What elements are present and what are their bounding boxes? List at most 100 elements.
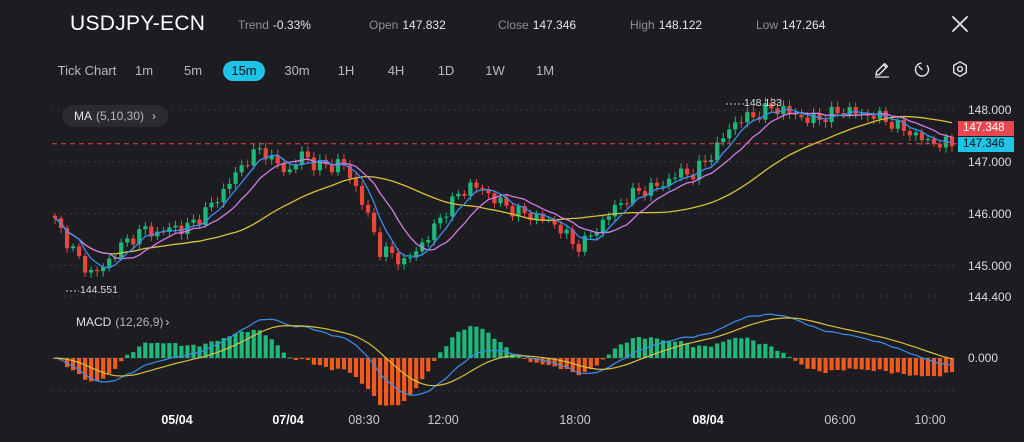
bullish-candle: [444, 216, 449, 218]
macd-bar-negative: [76, 358, 82, 375]
open-stat: Open 147.832: [369, 18, 446, 32]
bearish-candle: [396, 252, 401, 265]
chart-header: USDJPY-ECN Trend -0.33% Open 147.832 Close…: [0, 0, 1024, 50]
bullish-candle: [847, 107, 852, 116]
macd-bar-positive: [155, 342, 160, 358]
macd-bar-negative: [570, 358, 575, 373]
timer-icon[interactable]: [913, 60, 931, 78]
bullish-candle: [582, 235, 587, 252]
macd-bar-positive: [624, 342, 630, 358]
macd-bar-positive: [504, 347, 509, 358]
macd-bar-positive: [215, 340, 220, 358]
macd-lines: [54, 313, 953, 396]
macd-bar-positive: [636, 337, 642, 358]
tab-4h[interactable]: 4H: [387, 63, 405, 78]
time-axis-label: 05/04: [161, 413, 193, 427]
close-label: Close: [498, 18, 529, 32]
bearish-candle: [341, 159, 347, 166]
macd-bar-positive: [161, 343, 166, 358]
bearish-candle: [576, 243, 581, 252]
macd-bar-positive: [654, 338, 660, 358]
ma5-line: [54, 108, 953, 269]
bearish-candle: [64, 227, 70, 249]
macd-bar-positive: [727, 339, 732, 358]
macd-bar-positive: [149, 343, 154, 358]
bearish-candle: [95, 269, 100, 272]
bullish-candle: [588, 235, 593, 237]
macd-bar-positive: [167, 343, 172, 358]
hexagon-gear-icon[interactable]: [951, 60, 969, 78]
macd-indicator-pill[interactable]: MACD (12,26,9) ›: [62, 311, 181, 333]
macd-bar-negative: [853, 358, 858, 370]
bullish-candle: [70, 246, 76, 249]
bearish-candle: [377, 232, 383, 257]
macd-bar-positive: [143, 342, 148, 358]
macd-bar-positive: [715, 343, 720, 358]
macd-bar-positive: [660, 340, 666, 358]
macd-bar-positive: [251, 329, 256, 358]
bearish-candle: [83, 256, 88, 273]
macd-bar-negative: [347, 358, 353, 373]
tab-1w[interactable]: 1W: [485, 63, 505, 78]
macd-bar-positive: [781, 352, 786, 358]
tab-1mo[interactable]: 1M: [535, 63, 555, 78]
macd-bar-negative: [919, 358, 924, 377]
low-label: Low: [756, 18, 779, 32]
ma-params: (5,10,30): [96, 109, 145, 123]
bullish-candle: [119, 242, 124, 258]
close-value: 147.346: [532, 18, 577, 32]
tab-1m[interactable]: 1m: [134, 63, 154, 78]
macd-bar-negative: [113, 358, 118, 369]
high-value: 148.122: [658, 18, 703, 32]
macd-bar-negative: [414, 358, 419, 389]
bullish-candle: [293, 164, 298, 170]
bullish-candle: [618, 203, 623, 205]
bearish-candle: [841, 113, 846, 116]
bullish-candle: [89, 269, 94, 273]
ma-indicator-pill[interactable]: MA (5,10,30) ›: [62, 105, 169, 127]
macd-bar-negative: [901, 358, 906, 375]
bullish-candle: [438, 217, 443, 224]
macd-bar-negative: [390, 358, 395, 406]
macd-bar-positive: [438, 352, 443, 358]
tab-5m[interactable]: 5m: [183, 63, 203, 78]
bearish-candle: [311, 157, 316, 171]
bullish-candle: [606, 216, 611, 220]
tab-30m[interactable]: 30m: [284, 63, 310, 78]
bullish-candle: [450, 196, 455, 217]
tab-tick-chart[interactable]: Tick Chart: [57, 63, 117, 78]
trend-label: Trend: [238, 18, 269, 32]
bullish-candle: [384, 246, 389, 257]
bearish-candle: [528, 212, 533, 220]
bullish-candle: [763, 103, 768, 120]
macd-bar-negative: [907, 358, 912, 376]
tab-1h[interactable]: 1H: [337, 63, 355, 78]
macd-line: [54, 313, 953, 396]
macd-bar-negative: [384, 358, 389, 406]
bullish-candle: [203, 207, 208, 225]
bullish-candle: [594, 232, 599, 236]
bullish-candle: [456, 193, 461, 197]
bullish-candle: [209, 202, 214, 208]
chevron-right-icon: ›: [152, 109, 157, 123]
bullish-candle: [516, 205, 521, 217]
macd-bar-negative: [576, 358, 581, 376]
chevron-right-icon: ›: [165, 315, 170, 329]
tab-15m[interactable]: 15m: [223, 61, 265, 81]
ma-name: MA: [74, 109, 92, 123]
macd-zero-label: 0.000: [968, 351, 999, 365]
bearish-candle: [907, 130, 912, 136]
pencil-icon[interactable]: [873, 60, 891, 78]
macd-bar-negative: [793, 358, 798, 361]
tab-1d[interactable]: 1D: [437, 63, 455, 78]
bearish-candle: [263, 148, 268, 160]
macd-bar-negative: [89, 358, 94, 382]
macd-bar-positive: [685, 343, 690, 358]
bearish-candle: [636, 187, 642, 192]
macd-bar-positive: [733, 337, 738, 358]
open-value: 147.832: [402, 18, 446, 32]
bearish-candle: [793, 113, 798, 115]
macd-bar-positive: [269, 339, 274, 358]
close-icon[interactable]: [950, 14, 970, 34]
